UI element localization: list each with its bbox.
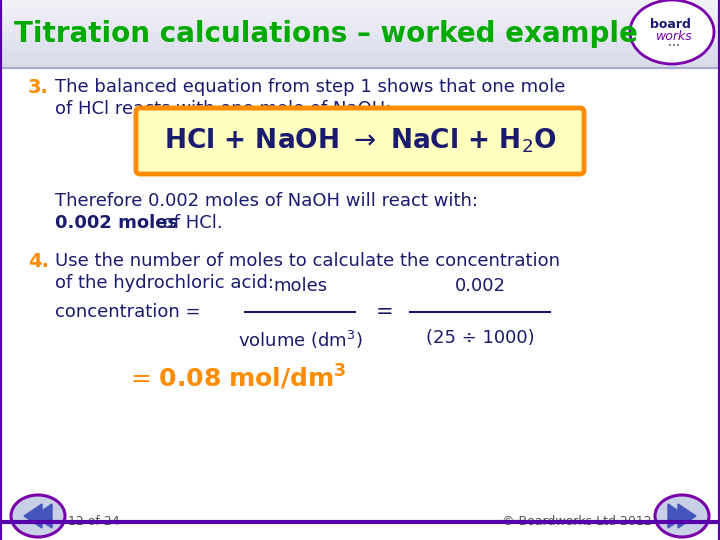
Bar <box>0 29 720 31</box>
Text: (25 ÷ 1000): (25 ÷ 1000) <box>426 329 534 347</box>
Bar <box>0 51 720 53</box>
Bar <box>0 59 720 61</box>
Ellipse shape <box>11 495 65 537</box>
Text: HCl + NaOH $\rightarrow$ NaCl + H$_2$O: HCl + NaOH $\rightarrow$ NaCl + H$_2$O <box>163 127 557 156</box>
Text: 0.002 moles: 0.002 moles <box>55 214 178 232</box>
Bar <box>0 5 720 7</box>
Text: of HCl reacts with one mole of NaOH:: of HCl reacts with one mole of NaOH: <box>55 100 392 118</box>
Bar <box>0 17 720 19</box>
Bar <box>0 49 720 50</box>
Bar <box>0 50 720 52</box>
Bar <box>0 9 720 11</box>
Bar <box>0 63 720 65</box>
Bar <box>0 6 720 8</box>
Bar <box>0 54 720 56</box>
Text: The balanced equation from step 1 shows that one mole: The balanced equation from step 1 shows … <box>55 78 565 96</box>
Text: Use the number of moles to calculate the concentration: Use the number of moles to calculate the… <box>55 252 560 270</box>
Bar <box>0 58 720 60</box>
Bar <box>0 31 720 32</box>
Bar <box>0 26 720 29</box>
Bar <box>0 8 720 10</box>
Ellipse shape <box>630 0 714 64</box>
Bar <box>0 42 720 44</box>
FancyBboxPatch shape <box>136 108 584 174</box>
Bar <box>0 20 720 22</box>
Bar <box>0 62 720 64</box>
Text: of the hydrochloric acid:: of the hydrochloric acid: <box>55 274 274 292</box>
Bar <box>0 23 720 24</box>
Bar <box>0 21 720 23</box>
Bar <box>0 10 720 12</box>
Bar <box>0 32 720 34</box>
Text: of HCl.: of HCl. <box>157 214 222 232</box>
Bar <box>0 33 720 35</box>
Bar <box>0 24 720 26</box>
Bar <box>0 15 720 16</box>
Bar <box>0 52 720 55</box>
Bar <box>0 36 720 38</box>
Bar <box>0 35 720 37</box>
Text: 4.: 4. <box>28 252 49 271</box>
Bar <box>0 68 720 540</box>
Bar <box>0 66 720 68</box>
Bar <box>0 40 720 42</box>
Text: moles: moles <box>273 277 327 295</box>
Bar <box>0 28 720 30</box>
Bar <box>0 47 720 49</box>
Text: Therefore 0.002 moles of NaOH will react with:: Therefore 0.002 moles of NaOH will react… <box>55 192 478 210</box>
Ellipse shape <box>655 495 709 537</box>
Bar <box>0 13 720 15</box>
Text: board: board <box>649 17 690 30</box>
Bar <box>0 65 720 66</box>
Bar <box>0 4 720 5</box>
Polygon shape <box>24 504 42 528</box>
Bar <box>0 25 720 27</box>
Text: © Boardworks Ltd 2012: © Boardworks Ltd 2012 <box>503 515 652 528</box>
Polygon shape <box>678 504 696 528</box>
Bar <box>0 16 720 18</box>
Polygon shape <box>34 504 52 528</box>
Bar <box>0 18 720 21</box>
Polygon shape <box>668 504 686 528</box>
Bar <box>0 39 720 41</box>
Bar <box>0 44 720 46</box>
Bar <box>0 0 720 2</box>
Bar <box>0 57 720 58</box>
Text: volume (dm$^3$): volume (dm$^3$) <box>238 329 362 351</box>
Bar <box>0 55 720 57</box>
Text: = $\bf{0.08\ mol/dm^3}$: = $\bf{0.08\ mol/dm^3}$ <box>130 362 346 392</box>
Text: 3.: 3. <box>28 78 49 97</box>
Text: 12 of 24: 12 of 24 <box>68 515 120 528</box>
Bar <box>0 12 720 14</box>
Text: =: = <box>376 302 394 322</box>
Text: concentration =: concentration = <box>55 303 206 321</box>
Text: works: works <box>656 30 693 43</box>
Bar <box>0 38 720 39</box>
Bar <box>0 60 720 63</box>
Bar <box>0 2 720 4</box>
Bar <box>0 1 720 3</box>
Bar <box>0 46 720 48</box>
Text: 0.002: 0.002 <box>454 277 505 295</box>
Text: •••: ••• <box>668 43 680 49</box>
Text: Titration calculations – worked example: Titration calculations – worked example <box>14 20 638 48</box>
Bar <box>0 43 720 45</box>
